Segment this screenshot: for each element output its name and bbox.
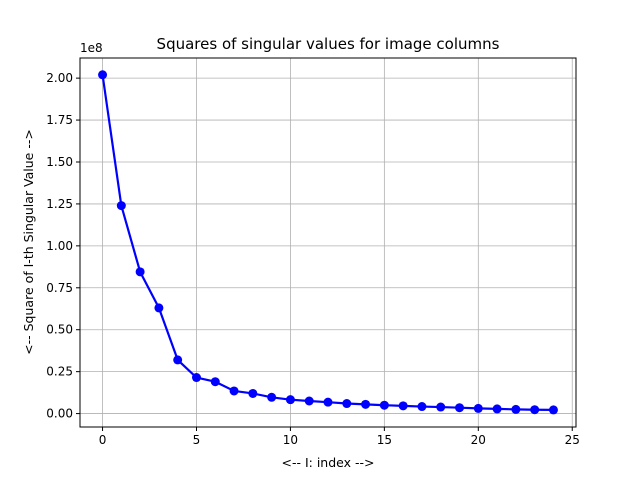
y-tick-label: 1.00: [46, 239, 73, 253]
x-tick-label: 15: [377, 433, 392, 447]
data-point: [323, 397, 333, 407]
data-point: [436, 402, 446, 412]
y-tick-label: 1.50: [46, 155, 73, 169]
y-axis-label: <-- Square of I-th Singular Value -->: [21, 129, 36, 355]
grid-layer: [80, 58, 576, 427]
data-point: [173, 355, 183, 365]
data-point: [154, 303, 164, 313]
data-point: [379, 400, 389, 410]
y-tick-label: 0.75: [46, 281, 73, 295]
y-tick-label: 1.75: [46, 113, 73, 127]
data-point: [285, 395, 295, 405]
data-point: [98, 70, 108, 80]
y-tick-label: 0.25: [46, 365, 73, 379]
data-point: [398, 401, 408, 411]
data-point: [530, 405, 540, 415]
data-point: [210, 377, 220, 387]
data-point: [417, 402, 427, 412]
data-point: [511, 404, 521, 414]
y-axis-offset-label: 1e8: [80, 41, 103, 55]
series-layer: [98, 70, 558, 415]
y-tick-label: 0.00: [46, 407, 73, 421]
tick-layer: 0 5 10 15 20 25 0.00 0.25 0.50 0.75 1.00 1.25 1.50 1.…: [46, 71, 580, 447]
data-point: [229, 386, 239, 396]
data-point: [548, 405, 558, 415]
data-point: [473, 403, 483, 413]
y-tick-label: 2.00: [46, 71, 73, 85]
data-point: [191, 373, 201, 383]
plot-area-frame: [79, 57, 577, 428]
chart-title: Squares of singular values for image col…: [157, 35, 500, 53]
x-tick-label: 20: [471, 433, 486, 447]
x-tick-label: 0: [99, 433, 107, 447]
x-tick-label: 25: [565, 433, 580, 447]
data-point: [267, 392, 277, 402]
x-axis-label: <-- I: index -->: [281, 455, 374, 470]
data-point: [455, 403, 465, 413]
x-tick-label: 5: [193, 433, 201, 447]
data-point: [492, 404, 502, 414]
data-point: [361, 399, 371, 409]
data-point: [304, 396, 314, 406]
data-point: [342, 399, 352, 409]
data-point: [135, 267, 145, 277]
y-tick-label: 0.50: [46, 323, 73, 337]
data-point: [116, 201, 126, 211]
data-point: [248, 388, 258, 398]
y-tick-label: 1.25: [46, 197, 73, 211]
x-tick-label: 10: [283, 433, 298, 447]
